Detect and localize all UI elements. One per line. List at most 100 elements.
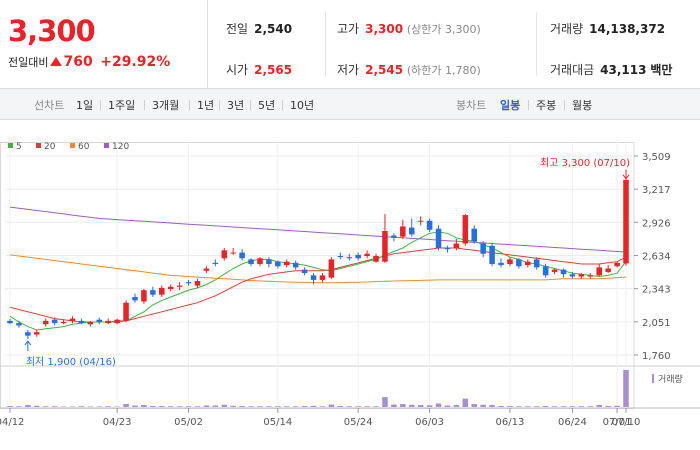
volume-bar — [587, 406, 594, 407]
candle-body — [453, 243, 460, 249]
candle-body — [355, 254, 361, 259]
y-tick-label: 1,760 — [642, 351, 671, 362]
line-period-10y[interactable]: 10년 — [290, 99, 315, 112]
volume-bar — [417, 405, 424, 407]
candle-period-weekly[interactable]: 주봉 — [536, 99, 557, 112]
volume-bar — [542, 406, 549, 407]
candle-body — [587, 275, 594, 277]
price-chart[interactable]: 3,509 3,217 2,926 2,634 2,343 2,051 1,760 04/12… — [0, 120, 700, 450]
candle-body — [498, 262, 504, 266]
candle-body — [319, 275, 326, 280]
legend-label: 60 — [78, 142, 90, 152]
volume-bar — [373, 406, 379, 407]
volume-bar — [489, 405, 495, 407]
volume-bar — [426, 405, 433, 407]
candle-body — [328, 259, 335, 278]
candle-body — [203, 268, 210, 271]
candle-body — [480, 243, 486, 254]
x-tick-label: 06/03 — [415, 417, 444, 428]
y-tick-label: 2,051 — [642, 318, 671, 329]
x-tick-label: 06/24 — [558, 417, 587, 428]
volume-bar — [7, 406, 13, 407]
x-tick-label: 06/13 — [496, 417, 525, 428]
volume-bar — [453, 405, 460, 407]
volume-bar — [221, 404, 228, 407]
candle-period-daily[interactable]: 일봉 — [500, 99, 521, 112]
candle-body — [212, 262, 219, 264]
moving-average-ma5 — [9, 231, 627, 331]
volume-bar — [578, 406, 585, 407]
volume-bar — [194, 406, 201, 407]
high-price: 고가 3,300 (상한가 3,300) — [337, 22, 481, 36]
candle-body — [364, 253, 370, 257]
candle-body — [239, 252, 245, 259]
candle-body — [346, 257, 353, 259]
candle-body — [292, 262, 299, 268]
candle-body — [614, 262, 620, 267]
candle-body — [60, 322, 67, 324]
volume-bar — [141, 405, 147, 407]
candle-body — [471, 228, 477, 242]
candle-body — [194, 281, 201, 286]
separator — [250, 100, 251, 110]
volume-bar — [346, 406, 353, 407]
divider — [536, 12, 537, 76]
separator — [564, 100, 565, 110]
candle-body — [248, 259, 254, 264]
volume-bar — [471, 404, 477, 407]
separator — [219, 100, 220, 110]
volume-bar — [167, 406, 174, 407]
volume-bar — [78, 406, 85, 407]
line-period-3m[interactable]: 3개월 — [152, 99, 180, 112]
legend-label: 20 — [44, 142, 56, 152]
candle-body — [78, 320, 85, 324]
candle-body — [489, 245, 495, 264]
volume-bar — [614, 405, 620, 407]
volume-bar — [176, 406, 183, 407]
candle-body — [283, 261, 290, 266]
line-period-1d[interactable]: 1일 — [76, 99, 94, 112]
separator — [189, 100, 190, 110]
volume-bar — [337, 406, 344, 407]
volume-bar — [364, 406, 370, 407]
candle-body — [533, 259, 540, 268]
volume-bar — [435, 403, 442, 407]
high-arrow-head — [622, 174, 630, 180]
candle-body — [25, 332, 31, 336]
open-price: 시가 2,565 — [226, 63, 293, 77]
x-tick-label: 05/24 — [344, 417, 373, 428]
candle-body — [221, 250, 228, 259]
candle-body — [507, 259, 513, 264]
volume-bar — [275, 406, 281, 407]
candle-body — [310, 275, 317, 280]
volume-bar — [257, 406, 263, 407]
candle-body — [257, 258, 263, 264]
separator — [100, 100, 101, 110]
candle-period-monthly[interactable]: 월봉 — [572, 99, 593, 112]
legend-swatch — [36, 143, 41, 148]
line-period-1w[interactable]: 1주일 — [108, 99, 136, 112]
candle-body — [7, 320, 13, 324]
volume-bar — [203, 405, 210, 407]
x-tick-label: 05/02 — [174, 417, 203, 428]
candle-body — [605, 268, 611, 272]
line-period-5y[interactable]: 5년 — [258, 99, 276, 112]
candle-body — [159, 287, 165, 295]
plot-frame — [0, 142, 635, 409]
candle-body — [551, 269, 558, 272]
volume-bar — [623, 370, 629, 407]
volume-bar — [34, 405, 40, 407]
line-period-1y[interactable]: 1년 — [197, 99, 215, 112]
candle-body — [167, 286, 174, 290]
volume-bar — [400, 404, 406, 407]
volume-bar — [185, 406, 192, 407]
y-tick-label: 2,926 — [642, 218, 671, 229]
up-arrow-icon — [50, 57, 63, 66]
x-tick-label: 04/23 — [103, 417, 132, 428]
y-tick-label: 2,343 — [642, 285, 671, 296]
line-period-3y[interactable]: 3년 — [227, 99, 245, 112]
low-annotation: 최저 1,900 (04/16) — [26, 356, 116, 368]
y-tick-label: 2,634 — [642, 252, 671, 263]
volume-bar — [51, 406, 58, 407]
volume-bar — [551, 406, 558, 407]
